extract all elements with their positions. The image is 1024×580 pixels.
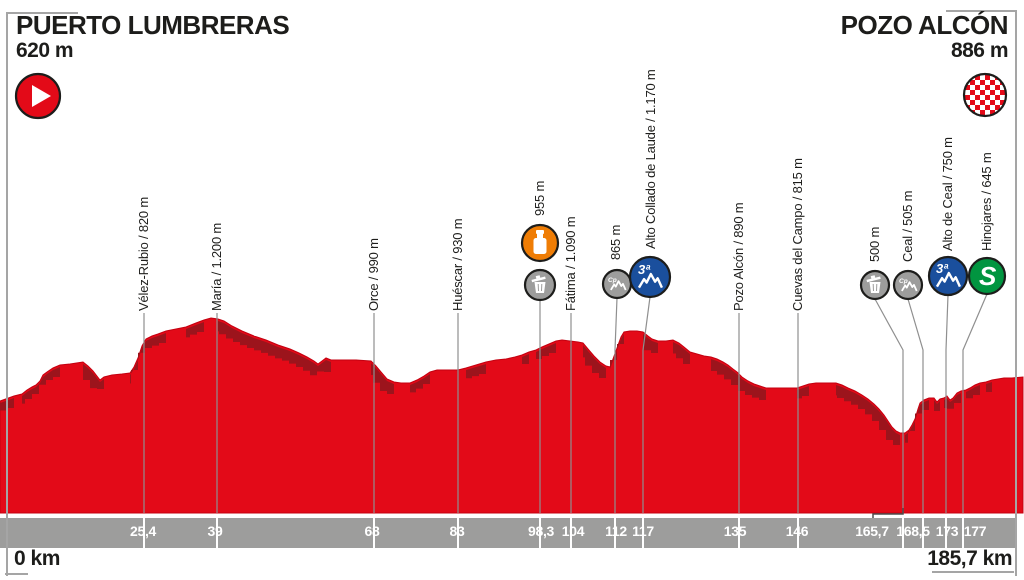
litter-zone-icon	[523, 268, 557, 302]
right-border	[946, 10, 1017, 576]
slope-shading	[130, 333, 166, 385]
waypoint-connector	[642, 296, 651, 513]
waypoint-label: Vélez-Rubio / 820 m	[136, 197, 151, 311]
slope-shading	[371, 363, 394, 394]
feed-zone-icon	[520, 223, 560, 263]
slope-shading	[934, 400, 940, 411]
km-tick-label: 104	[561, 523, 585, 539]
svg-text:Cp: Cp	[899, 278, 908, 285]
slope-shading	[673, 342, 690, 364]
waypoint-label: Fátima / 1.090 m	[563, 216, 578, 311]
km-tick-label: 146	[785, 523, 809, 539]
litter-zone-icon	[859, 269, 891, 301]
slope-shading	[218, 321, 331, 376]
slope-shading	[83, 364, 104, 389]
slope-shading	[583, 345, 606, 378]
slope-shading	[797, 386, 809, 400]
waypoint-connector	[874, 298, 904, 513]
distance-band	[0, 518, 1015, 548]
slope-shading	[966, 385, 980, 402]
start-town-name: PUERTO LUMBRERAS	[16, 10, 290, 40]
km-tick	[143, 518, 145, 548]
svg-text:3ª: 3ª	[936, 261, 949, 276]
intermediate-sprint-icon: S	[967, 256, 1007, 296]
km-tick	[570, 518, 572, 548]
km-tick-label: 117	[632, 523, 654, 539]
slope-shading	[986, 382, 992, 394]
waypoint-connector	[945, 294, 949, 513]
km-tick-label: 168,5	[896, 523, 930, 539]
slope-shading	[536, 343, 556, 362]
km-tick	[797, 518, 799, 548]
km-tick-label: 177	[963, 523, 987, 539]
start-icon	[14, 72, 62, 120]
category-3-climb-icon: 3ª	[927, 255, 969, 297]
waypoint-label: 865 m	[608, 224, 623, 260]
elevation-area	[0, 317, 1024, 514]
mountain-pass-icon: Cp	[601, 268, 633, 300]
km-tick	[373, 518, 375, 548]
km-tick	[216, 518, 218, 548]
km-tick	[614, 518, 616, 548]
km-tick	[457, 518, 459, 548]
waypoint-label: Hinojares / 645 m	[979, 152, 994, 251]
waypoint-label: Cuevas del Campo / 815 m	[790, 158, 805, 311]
category-3-climb-icon: 3ª	[628, 255, 672, 299]
km-tick	[642, 518, 644, 548]
start-elevation: 620 m	[16, 39, 74, 62]
km-tick	[962, 518, 964, 548]
slope-shading	[466, 364, 486, 380]
km-tick-label: 83	[449, 523, 465, 539]
km-tick-label: 173	[935, 523, 959, 539]
slope-shading	[610, 334, 624, 379]
waypoint-label: Huéscar / 930 m	[450, 218, 465, 311]
waypoint-connector	[962, 293, 988, 513]
km-tick-label: 25,4	[129, 523, 157, 539]
tick-elbow	[872, 508, 904, 518]
svg-text:S: S	[979, 261, 997, 291]
slope-shading	[643, 334, 658, 353]
finish-elevation: 886 m	[950, 39, 1009, 62]
waypoint-connector	[614, 297, 618, 513]
waypoint-label: Alto Collado de Laude / 1.170 m	[643, 69, 658, 249]
finish-icon	[962, 72, 1008, 118]
km-tick-label: 165,7	[855, 523, 889, 539]
km-tick-label: 135	[723, 523, 747, 539]
km-tick-label: 112	[605, 523, 627, 539]
slope-shading	[186, 322, 204, 339]
waypoint-label: María / 1.200 m	[209, 222, 224, 311]
axis-end-km: 185,7 km	[927, 547, 1012, 570]
slope-shading	[22, 367, 60, 406]
slope-shading	[905, 400, 929, 445]
km-tick	[539, 518, 541, 548]
slope-shading	[944, 393, 961, 410]
left-border	[6, 12, 78, 576]
slope-shading	[410, 374, 430, 395]
km-tick	[902, 518, 904, 548]
svg-text:Cp: Cp	[608, 277, 617, 284]
km-tick	[945, 518, 947, 548]
waypoint-connector	[907, 298, 924, 513]
km-tick	[738, 518, 740, 548]
axis-start-km: 0 km	[14, 547, 60, 570]
km-tick-label: 39	[207, 523, 223, 539]
waypoint-label: 500 m	[867, 226, 882, 262]
waypoint-label: Ceal / 505 m	[900, 190, 915, 262]
finish-town-name: POZO ALCÓN	[840, 10, 1009, 40]
km-tick-label: 68	[364, 523, 380, 539]
waypoint-label: Alto de Ceal / 750 m	[940, 137, 955, 251]
slope-shading	[836, 385, 900, 445]
slope-shading	[522, 354, 529, 367]
km-tick	[922, 518, 924, 548]
km-tick-label: 98,3	[527, 523, 555, 539]
waypoint-label: Pozo Alcón / 890 m	[731, 202, 746, 311]
waypoint-label: 955 m	[532, 180, 547, 216]
waypoint-label: Orce / 990 m	[366, 238, 381, 311]
svg-text:3ª: 3ª	[638, 262, 651, 277]
mountain-pass-icon: Cp	[892, 269, 924, 301]
